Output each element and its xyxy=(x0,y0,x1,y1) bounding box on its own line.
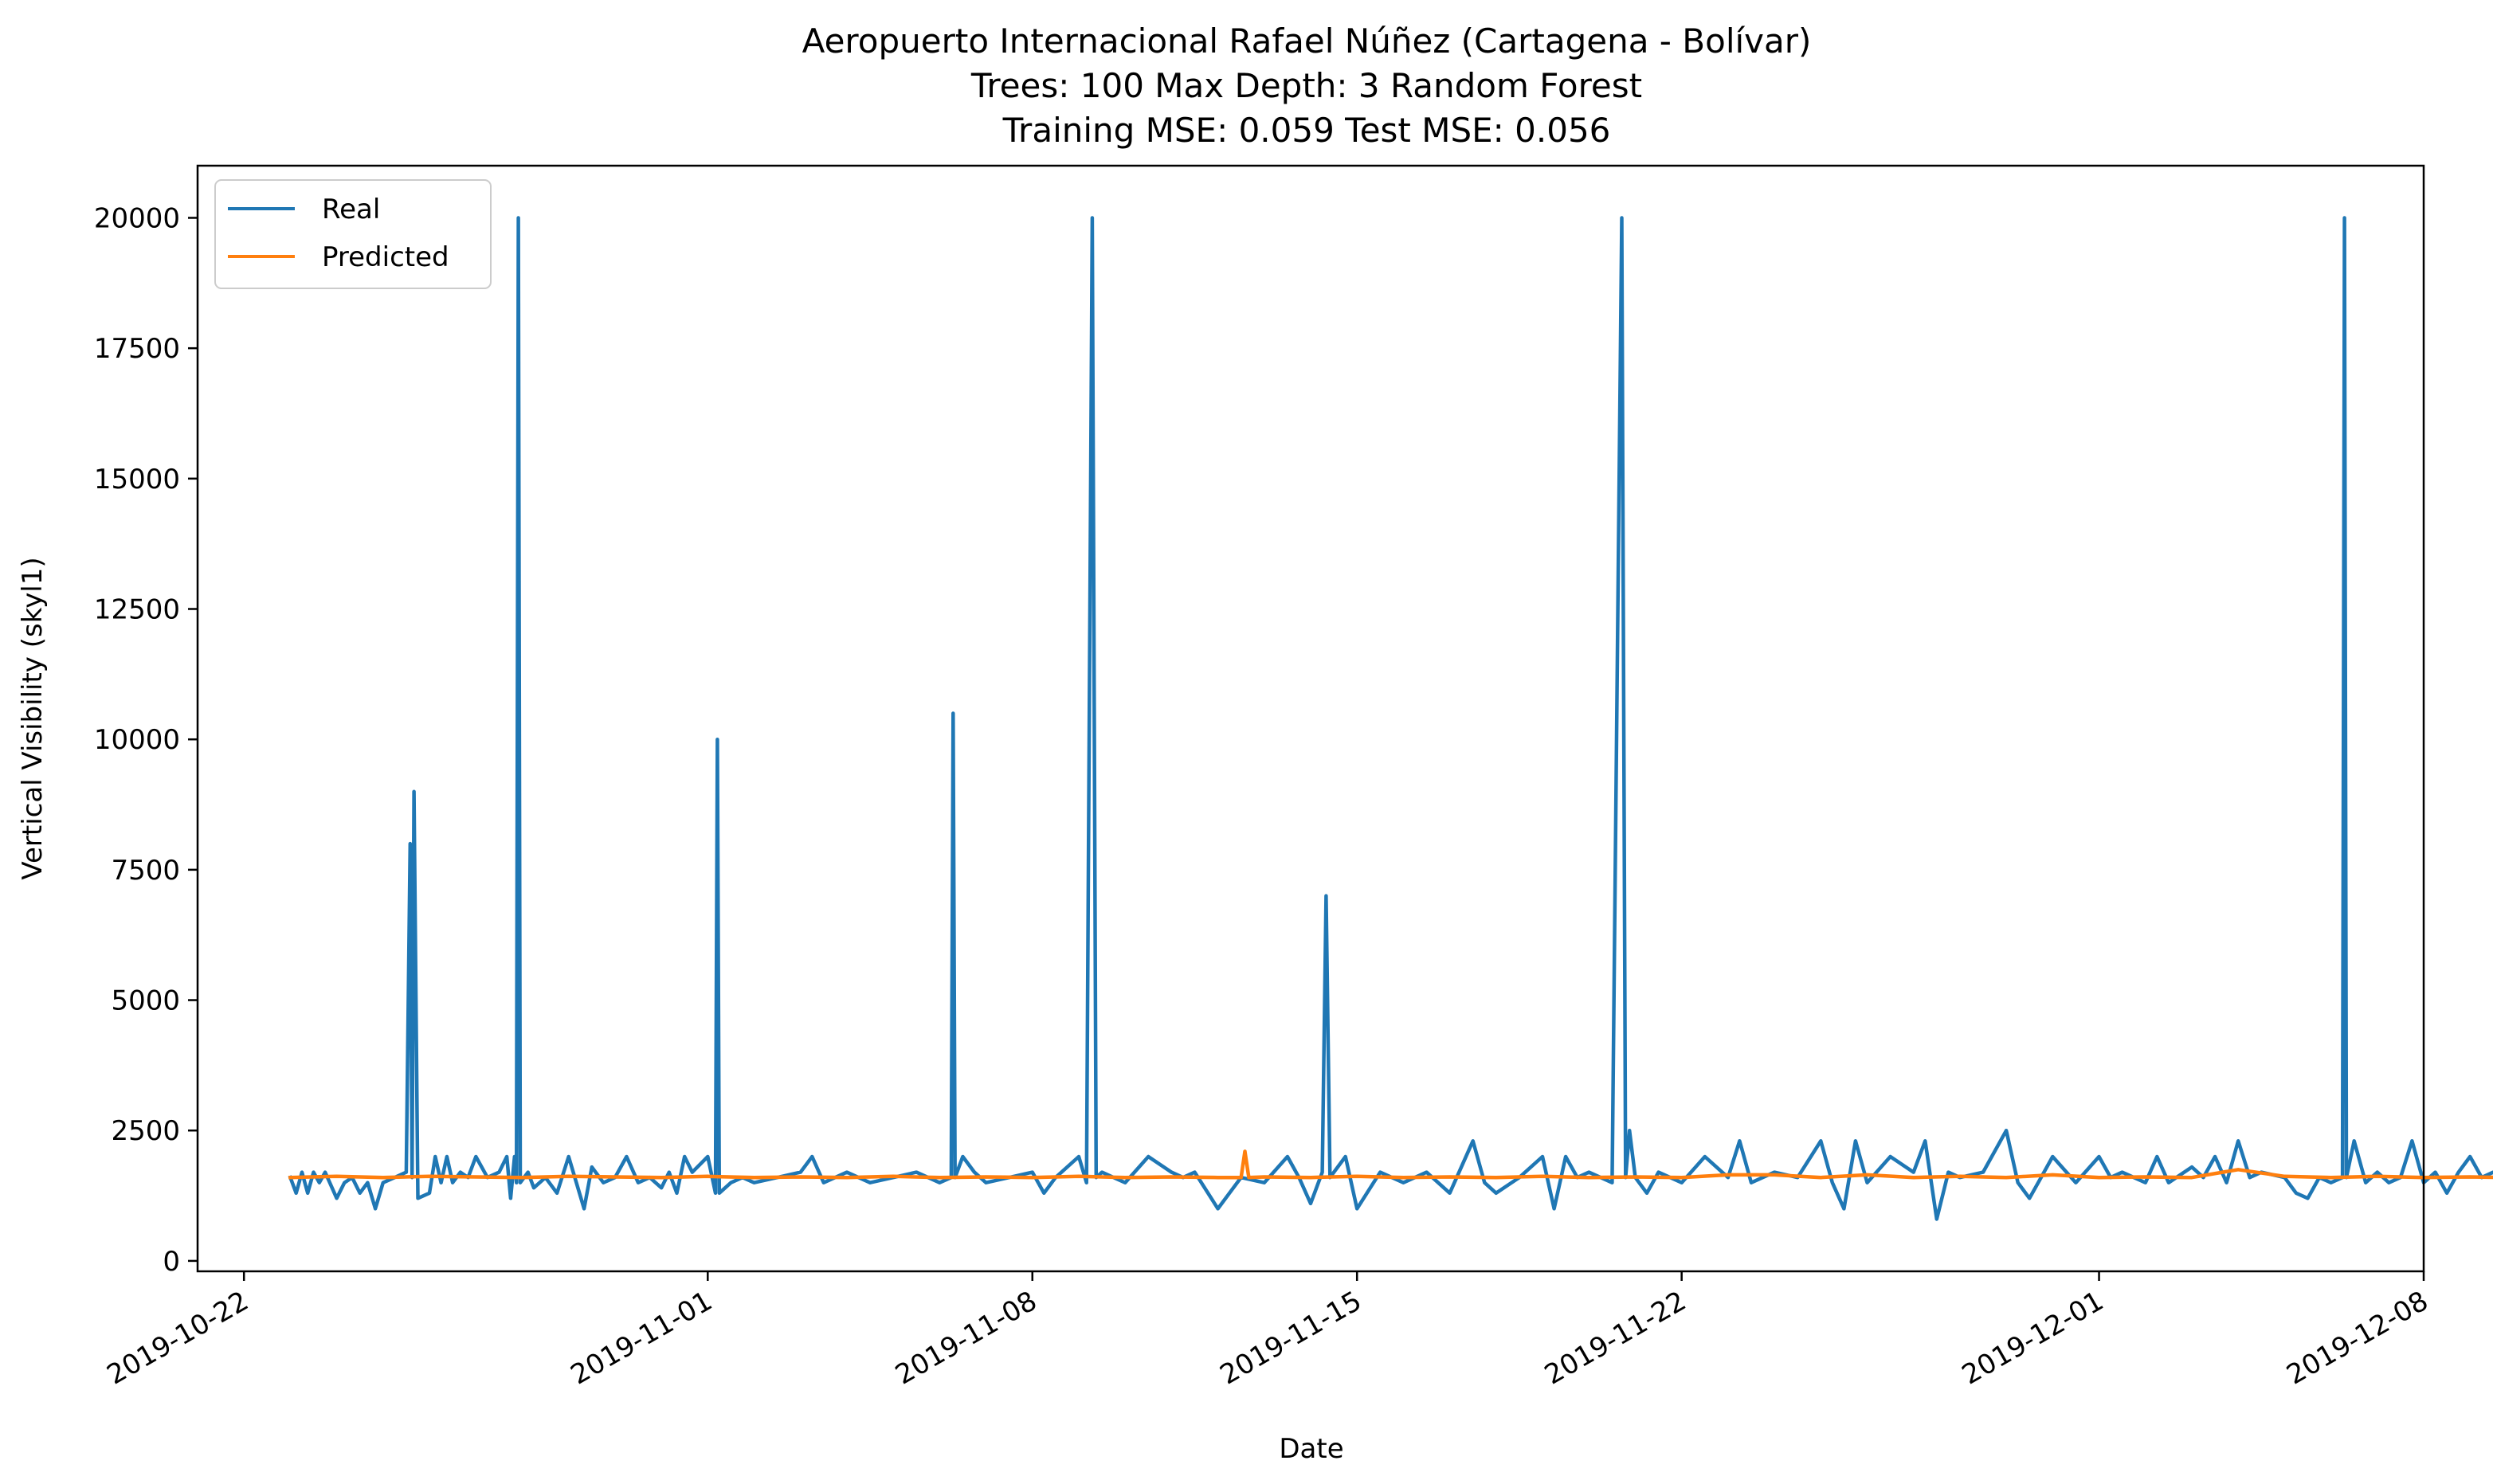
legend-label-predicted: Predicted xyxy=(322,241,449,273)
y-axis: 0 2500 5000 7500 10000 12500 15000 17500 20000 xyxy=(94,202,198,1278)
legend-label-real: Real xyxy=(322,194,380,225)
y-tick-label: 5000 xyxy=(111,985,180,1017)
legend: Real Predicted xyxy=(214,179,492,289)
y-tick-label: 2500 xyxy=(111,1115,180,1147)
y-tick-label: 20000 xyxy=(94,202,180,234)
x-axis-label: Date xyxy=(1279,1433,1343,1465)
y-tick-label: 15000 xyxy=(94,464,180,495)
series-line-real xyxy=(288,216,2493,1221)
y-tick-label: 17500 xyxy=(94,333,180,365)
plot-frame xyxy=(196,164,2425,1273)
title-line-1: Aeropuerto Internacional Rafael Núñez (C… xyxy=(802,22,1812,61)
y-axis-label: Vertical Visibility (skyl1) xyxy=(17,557,49,879)
y-tick-label: 12500 xyxy=(94,594,180,626)
y-tick-label: 10000 xyxy=(94,724,180,756)
plot-series-group xyxy=(288,216,2493,1221)
series-line-predicted xyxy=(288,1149,2493,1180)
chart-title: Aeropuerto Internacional Rafael Núñez (C… xyxy=(802,22,1812,150)
y-tick-label: 7500 xyxy=(111,855,180,887)
title-line-2: Trees: 100 Max Depth: 3 Random Forest xyxy=(970,66,1642,105)
y-tick-label: 0 xyxy=(163,1246,180,1278)
title-line-3: Training MSE: 0.059 Test MSE: 0.056 xyxy=(1002,111,1611,150)
